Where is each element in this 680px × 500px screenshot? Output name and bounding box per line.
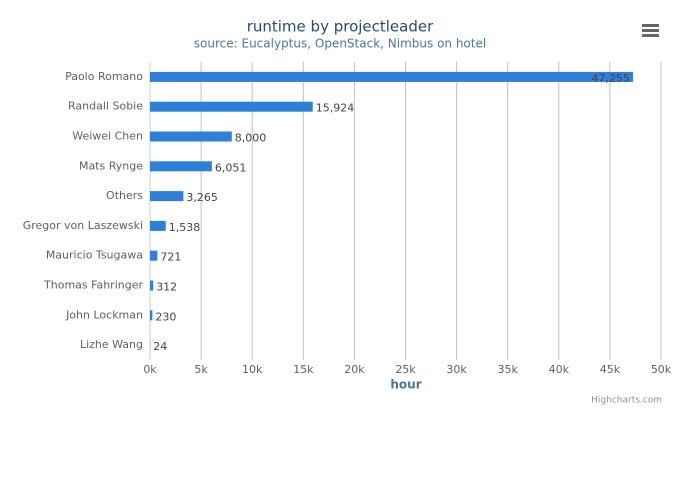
y-tick-label: Thomas Fahringer: [43, 279, 143, 292]
x-tick-label: 50k: [651, 363, 672, 376]
data-label: 8,000: [235, 132, 267, 145]
chart-subtitle: source: Eucalyptus, OpenStack, Nimbus on…: [194, 37, 486, 51]
x-tick-label: 45k: [600, 363, 621, 376]
y-tick-label: Others: [106, 189, 143, 202]
x-axis-title: hour: [390, 378, 421, 392]
x-tick-label: 25k: [395, 363, 416, 376]
data-label: 230: [155, 310, 176, 323]
bar: [150, 220, 166, 231]
y-tick-label: Paolo Romano: [65, 70, 143, 83]
data-label: 6,051: [215, 161, 247, 174]
bar: [150, 131, 232, 142]
y-tick-label: Randall Sobie: [68, 100, 143, 113]
y-tick-label: Mats Rynge: [79, 159, 143, 172]
bar: [150, 280, 154, 291]
x-tick-label: 0k: [143, 363, 157, 376]
bar: [150, 71, 633, 82]
x-tick-label: 20k: [344, 363, 365, 376]
bar: [150, 310, 153, 321]
y-tick-label: Mauricio Tsugawa: [46, 249, 143, 262]
bar: [150, 161, 212, 172]
data-label: 3,265: [186, 191, 218, 204]
bar: [150, 250, 158, 261]
data-label: 312: [156, 281, 177, 294]
chart-title: runtime by projectleader: [247, 18, 434, 36]
credits: Highcharts.com: [591, 396, 662, 406]
data-label: 15,924: [316, 102, 355, 115]
menu-line: [642, 29, 659, 32]
y-tick-label: Gregor von Laszewski: [23, 219, 143, 232]
data-label: 47,255: [591, 72, 630, 85]
menu-line: [642, 34, 659, 37]
bar: [150, 191, 184, 202]
x-tick-label: 10k: [242, 363, 263, 376]
x-tick-label: 15k: [293, 363, 314, 376]
x-tick-label: 35k: [498, 363, 519, 376]
x-tick-label: 30k: [446, 363, 467, 376]
y-tick-label: Weiwei Chen: [72, 130, 143, 143]
x-tick-label: 5k: [194, 363, 208, 376]
data-label: 24: [153, 340, 167, 353]
y-tick-label: Lizhe Wang: [80, 338, 143, 351]
menu-button[interactable]: [636, 18, 664, 40]
x-tick-label: 40k: [549, 363, 570, 376]
bar: [150, 101, 313, 112]
menu-line: [642, 24, 659, 27]
y-tick-label: John Lockman: [65, 308, 143, 321]
data-label: 721: [160, 251, 181, 264]
data-label: 1,538: [169, 221, 201, 234]
